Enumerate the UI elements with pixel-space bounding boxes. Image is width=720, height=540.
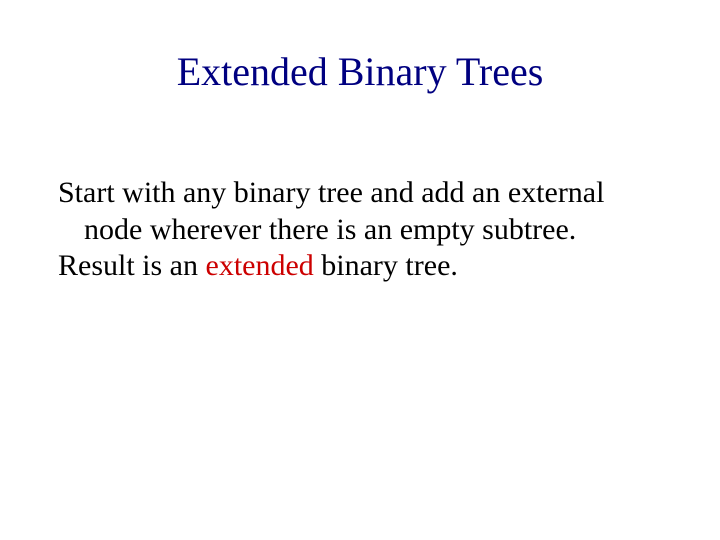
slide: Extended Binary Trees Start with any bin… <box>0 0 720 540</box>
paragraph-1: Start with any binary tree and add an ex… <box>58 175 668 248</box>
paragraph-2-suffix: binary tree. <box>314 249 458 282</box>
paragraph-2-highlight: extended <box>206 249 314 282</box>
paragraph-2-prefix: Result is an <box>58 249 206 282</box>
slide-title: Extended Binary Trees <box>0 48 720 95</box>
slide-body: Start with any binary tree and add an ex… <box>58 175 668 285</box>
paragraph-2: Result is an extended binary tree. <box>58 248 668 285</box>
paragraph-1-text: Start with any binary tree and add an ex… <box>58 176 604 246</box>
